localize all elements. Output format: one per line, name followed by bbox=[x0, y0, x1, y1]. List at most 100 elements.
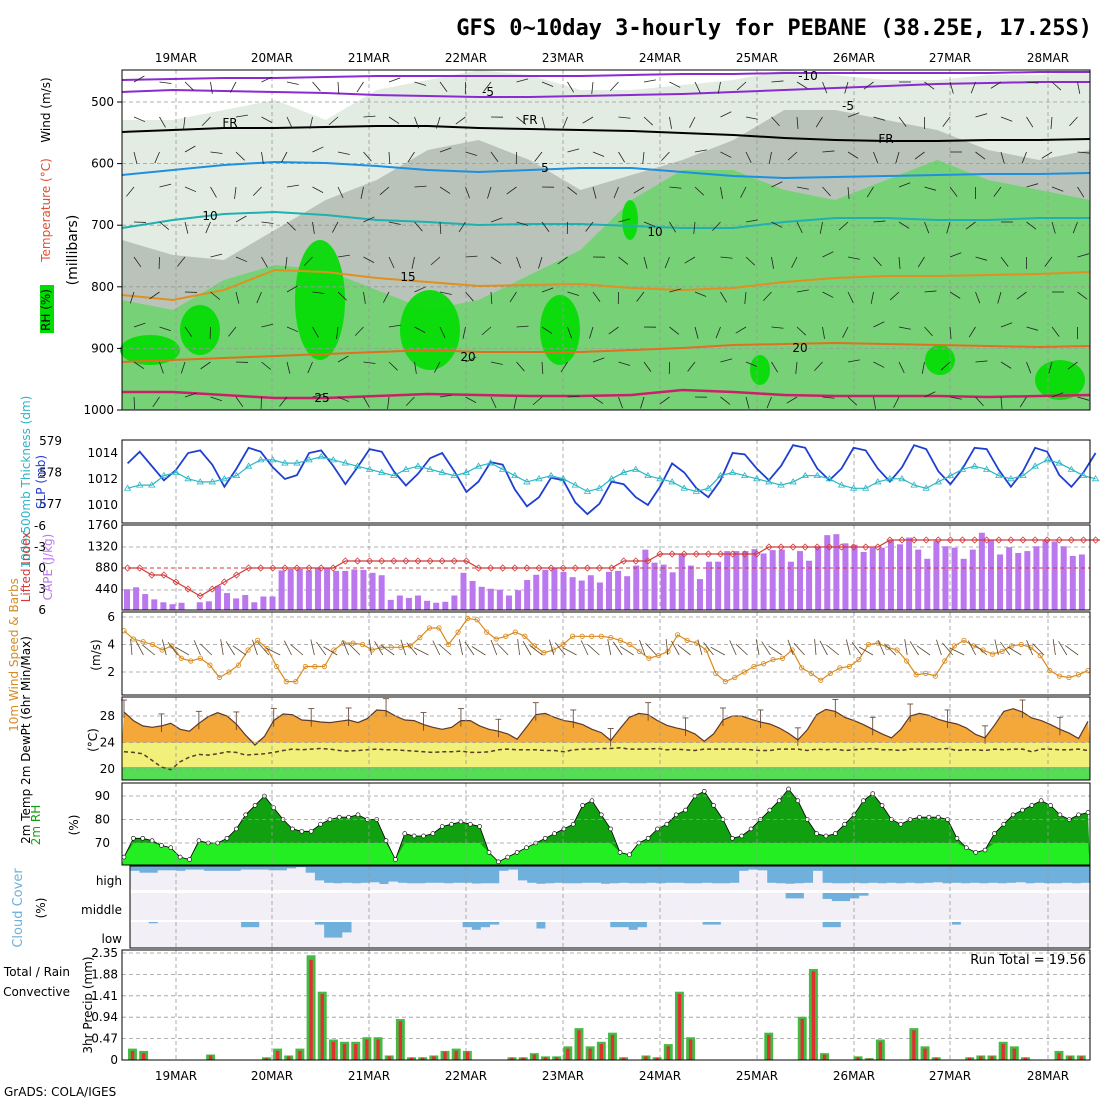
wind-barb bbox=[1026, 81, 1039, 84]
wind-barb bbox=[873, 396, 876, 409]
wind-barb bbox=[694, 326, 699, 339]
wind-speed-point bbox=[703, 647, 709, 653]
wind-barb bbox=[149, 291, 160, 300]
cloud-gap bbox=[545, 893, 555, 920]
cloud-gap bbox=[286, 922, 297, 948]
cloud-gap bbox=[194, 922, 205, 948]
cloud-gap bbox=[766, 893, 777, 920]
cloud-gap bbox=[591, 922, 602, 948]
wind-barb bbox=[414, 221, 423, 232]
cape-bar bbox=[742, 551, 749, 610]
cloud-gap bbox=[388, 893, 398, 920]
rh-blob-dark bbox=[622, 200, 638, 240]
bottom-date-label: 21MAR bbox=[348, 1069, 390, 1083]
cape-bar bbox=[960, 558, 967, 610]
lifted-index-point bbox=[813, 543, 821, 551]
lifted-index-point bbox=[922, 536, 930, 544]
wind-barb bbox=[312, 81, 321, 92]
surface-wind-barb bbox=[645, 643, 657, 656]
surface-wind-barb bbox=[290, 644, 304, 656]
lifted-index-point bbox=[946, 536, 954, 544]
cloud-level-low: low bbox=[102, 932, 123, 946]
wind-speed-point bbox=[1075, 672, 1082, 678]
wind-barb bbox=[669, 81, 681, 88]
cloud-gap bbox=[480, 927, 491, 948]
wind-barb bbox=[490, 151, 499, 162]
wind-barb bbox=[771, 361, 779, 373]
cloud-gap bbox=[1080, 922, 1091, 948]
wind-barb bbox=[383, 291, 390, 303]
wind-barb bbox=[541, 116, 546, 129]
wind-speed-point bbox=[512, 629, 518, 635]
rh2m-point bbox=[1038, 798, 1044, 804]
rh2m-point bbox=[383, 838, 389, 843]
cloud-gap bbox=[591, 882, 602, 890]
cloud-gap bbox=[886, 893, 897, 920]
wind-speed-point bbox=[942, 658, 948, 664]
cloud-gap bbox=[554, 882, 565, 890]
rh2m-point bbox=[627, 852, 632, 858]
cloud-gap bbox=[840, 883, 851, 890]
wind-barb bbox=[893, 396, 900, 408]
lifted-index-point bbox=[245, 564, 253, 572]
cloud-gap bbox=[951, 882, 962, 890]
wind-speed-point bbox=[751, 663, 757, 670]
wind-barb bbox=[286, 285, 298, 293]
thickness-point bbox=[789, 478, 797, 485]
cloud-gap bbox=[130, 922, 140, 948]
cloud-gap bbox=[360, 882, 371, 890]
wind-speed-point bbox=[235, 662, 242, 668]
cloud-gap bbox=[176, 922, 186, 948]
cape-bar bbox=[451, 595, 458, 610]
cape-bar bbox=[696, 579, 703, 610]
wind-barb bbox=[949, 252, 962, 258]
wind-barb bbox=[873, 256, 882, 267]
rh-blob-dark bbox=[750, 355, 770, 385]
rh2m-point bbox=[973, 850, 978, 855]
surface-wind-barb bbox=[936, 639, 942, 656]
wind-barb bbox=[942, 116, 951, 127]
cloud-gap bbox=[573, 922, 583, 948]
thickness-point bbox=[438, 468, 446, 475]
cloud-gap bbox=[130, 870, 140, 890]
wind-barb bbox=[1026, 183, 1039, 188]
surface-wind-barb bbox=[471, 646, 486, 656]
rh-blob-dark bbox=[295, 240, 345, 360]
li-tick-label: -3 bbox=[34, 540, 46, 554]
precip-convective-bar bbox=[655, 1057, 659, 1060]
wind-barb bbox=[285, 256, 288, 269]
cloud-gap bbox=[406, 922, 417, 948]
thickness-point bbox=[777, 481, 785, 488]
cloud-gap bbox=[803, 893, 814, 920]
wind-barb bbox=[1000, 151, 1005, 164]
rh2m-point bbox=[580, 803, 585, 808]
wind-barb bbox=[261, 323, 274, 328]
cloud-gap bbox=[1080, 893, 1091, 920]
rh2m-point bbox=[570, 821, 576, 827]
cloud-gap bbox=[240, 893, 251, 920]
thickness-point bbox=[305, 456, 313, 463]
wind-speed-point bbox=[388, 644, 394, 650]
surface-wind-barb bbox=[554, 642, 566, 656]
rh2m-point bbox=[402, 831, 408, 836]
cape-bar bbox=[1078, 554, 1085, 610]
cape-bar bbox=[924, 558, 931, 610]
contour-label: 20 bbox=[792, 341, 807, 355]
wind-barb bbox=[286, 81, 299, 85]
cape-tick-label: 880 bbox=[95, 561, 118, 575]
wind-barb bbox=[618, 396, 623, 409]
rh2m-point bbox=[748, 826, 754, 832]
wind-barb bbox=[924, 326, 933, 337]
rh2m-point bbox=[299, 828, 305, 834]
cloud-gap bbox=[1043, 883, 1054, 890]
wind-barb bbox=[541, 221, 550, 232]
thickness-point bbox=[462, 468, 471, 475]
wind-barb bbox=[458, 221, 466, 233]
wind-barb bbox=[414, 185, 427, 188]
contour-10 bbox=[121, 210, 1090, 229]
cloud-gap bbox=[573, 883, 583, 890]
wind-barb bbox=[388, 221, 401, 225]
cloud-gap bbox=[305, 922, 315, 948]
wind-barb bbox=[1069, 116, 1078, 127]
cloud-gap bbox=[850, 922, 860, 948]
